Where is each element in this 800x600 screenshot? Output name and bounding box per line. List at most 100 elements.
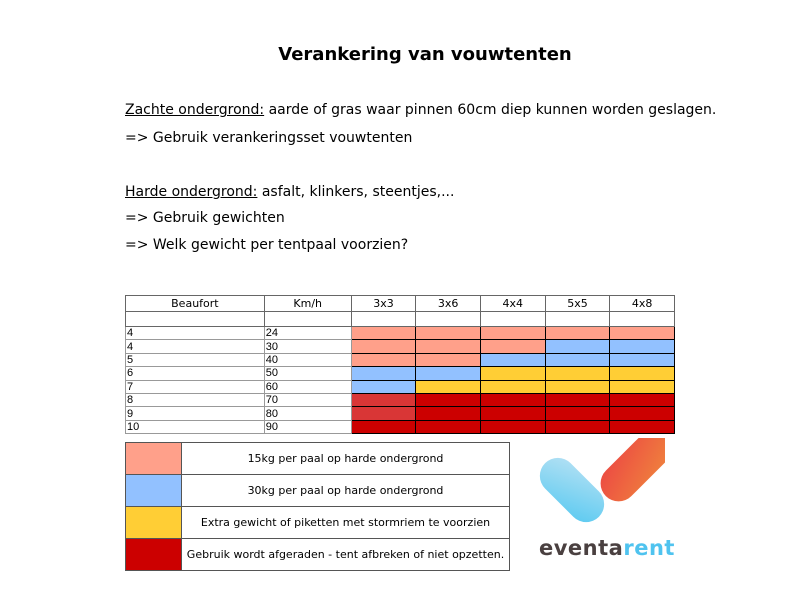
logo-word-2: rent: [623, 536, 675, 560]
weight-category-cell: [544, 325, 611, 341]
table-row: 7 60: [125, 379, 675, 394]
blank-cell: [415, 311, 481, 327]
page-title: Verankering van vouwtenten: [278, 44, 572, 65]
weight-category-cell: [479, 352, 546, 368]
blank-cell: [263, 311, 352, 327]
color-legend: 15kg per paal op harde ondergrond 30kg pe…: [125, 442, 510, 571]
kmh-cell: 90: [263, 419, 352, 435]
legend-swatch: [125, 442, 182, 475]
weight-category-cell: [479, 339, 546, 354]
kmh-cell: 60: [263, 379, 352, 394]
weight-category-cell: [544, 352, 611, 368]
hard-ground-advice-1: => Gebruik gewichten: [125, 210, 285, 226]
weight-category-cell: [479, 392, 546, 408]
kmh-cell: 70: [263, 392, 352, 408]
weight-category-cell: [479, 419, 546, 435]
table-row: 6 50: [125, 366, 675, 381]
weight-category-cell: [350, 379, 417, 394]
column-header: 5x5: [544, 295, 611, 312]
blank-cell: [479, 311, 546, 327]
weight-category-cell: [415, 406, 481, 421]
beaufort-cell: 6: [125, 366, 265, 381]
legend-row: 30kg per paal op harde ondergrond: [125, 474, 510, 507]
column-header: 3x3: [350, 295, 417, 312]
weight-category-cell: [415, 352, 481, 368]
table-row: 4 24: [125, 325, 675, 341]
blank-cell: [609, 311, 675, 327]
column-header: 3x6: [415, 295, 481, 312]
legend-swatch: [125, 506, 182, 539]
kmh-cell: 40: [263, 352, 352, 368]
weight-category-cell: [544, 379, 611, 394]
table-row: 4 30: [125, 339, 675, 354]
hard-ground-line: Harde ondergrond: asfalt, klinkers, stee…: [125, 184, 454, 200]
beaufort-cell: 8: [125, 392, 265, 408]
weight-category-cell: [350, 392, 417, 408]
blank-cell: [350, 311, 417, 327]
legend-row: Gebruik wordt afgeraden - tent afbreken …: [125, 538, 510, 571]
weight-category-cell: [350, 325, 417, 341]
weight-category-cell: [609, 366, 675, 381]
kmh-cell: 50: [263, 366, 352, 381]
weight-category-cell: [609, 339, 675, 354]
beaufort-cell: 4: [125, 339, 265, 354]
weight-category-cell: [479, 406, 546, 421]
beaufort-cell: 7: [125, 379, 265, 394]
weight-category-cell: [544, 366, 611, 381]
hard-ground-advice-2: => Welk gewicht per tentpaal voorzien?: [125, 237, 409, 253]
soft-ground-line: Zachte ondergrond: aarde of gras waar pi…: [125, 102, 716, 118]
weight-category-cell: [350, 339, 417, 354]
legend-text: 30kg per paal op harde ondergrond: [181, 474, 510, 507]
weight-category-cell: [609, 379, 675, 394]
column-header: Km/h: [263, 295, 352, 312]
legend-text: Gebruik wordt afgeraden - tent afbreken …: [181, 538, 510, 571]
beaufort-cell: 10: [125, 419, 265, 435]
logo-word-1: eventa: [539, 536, 624, 560]
wind-weight-table: Beaufort Km/h 3x3 3x6 4x4 5x5 4x8 4 24 4 30 5 40 6 50 7…: [125, 295, 675, 435]
weight-category-cell: [609, 392, 675, 408]
column-header: 4x4: [479, 295, 546, 312]
soft-ground-label: Zachte ondergrond:: [125, 102, 265, 118]
table-row: 9 80: [125, 406, 675, 421]
blank-cell: [544, 311, 611, 327]
weight-category-cell: [415, 325, 481, 341]
weight-category-cell: [415, 392, 481, 408]
column-header: 4x8: [609, 295, 675, 312]
beaufort-cell: 9: [125, 406, 265, 421]
soft-ground-advice: => Gebruik verankeringsset vouwtenten: [125, 130, 413, 146]
weight-category-cell: [350, 366, 417, 381]
hard-ground-text: asfalt, klinkers, steentjes,...: [257, 184, 455, 200]
table-row: 8 70: [125, 392, 675, 408]
logo-wordmark: eventarent: [539, 536, 675, 560]
weight-category-cell: [544, 339, 611, 354]
legend-row: Extra gewicht of piketten met stormriem …: [125, 506, 510, 539]
eventarent-logo: [539, 438, 665, 523]
kmh-cell: 80: [263, 406, 352, 421]
hard-ground-label: Harde ondergrond:: [125, 184, 258, 200]
weight-category-cell: [609, 419, 675, 435]
weight-category-cell: [479, 379, 546, 394]
weight-category-cell: [350, 406, 417, 421]
weight-category-cell: [415, 366, 481, 381]
kmh-cell: 24: [263, 325, 352, 341]
beaufort-cell: 4: [125, 325, 265, 341]
weight-category-cell: [350, 419, 417, 435]
weight-category-cell: [415, 379, 481, 394]
weight-category-cell: [544, 419, 611, 435]
weight-category-cell: [544, 392, 611, 408]
legend-text: 15kg per paal op harde ondergrond: [181, 442, 510, 475]
weight-category-cell: [415, 419, 481, 435]
table-row: 5 40: [125, 352, 675, 368]
weight-category-cell: [415, 339, 481, 354]
weight-category-cell: [609, 325, 675, 341]
weight-category-cell: [479, 366, 546, 381]
legend-swatch: [125, 538, 182, 571]
legend-row: 15kg per paal op harde ondergrond: [125, 442, 510, 475]
weight-category-cell: [609, 352, 675, 368]
beaufort-cell: 5: [125, 352, 265, 368]
blank-cell: [125, 311, 265, 327]
legend-text: Extra gewicht of piketten met stormriem …: [181, 506, 510, 539]
weight-category-cell: [609, 406, 675, 421]
weight-category-cell: [479, 325, 546, 341]
weight-category-cell: [350, 352, 417, 368]
